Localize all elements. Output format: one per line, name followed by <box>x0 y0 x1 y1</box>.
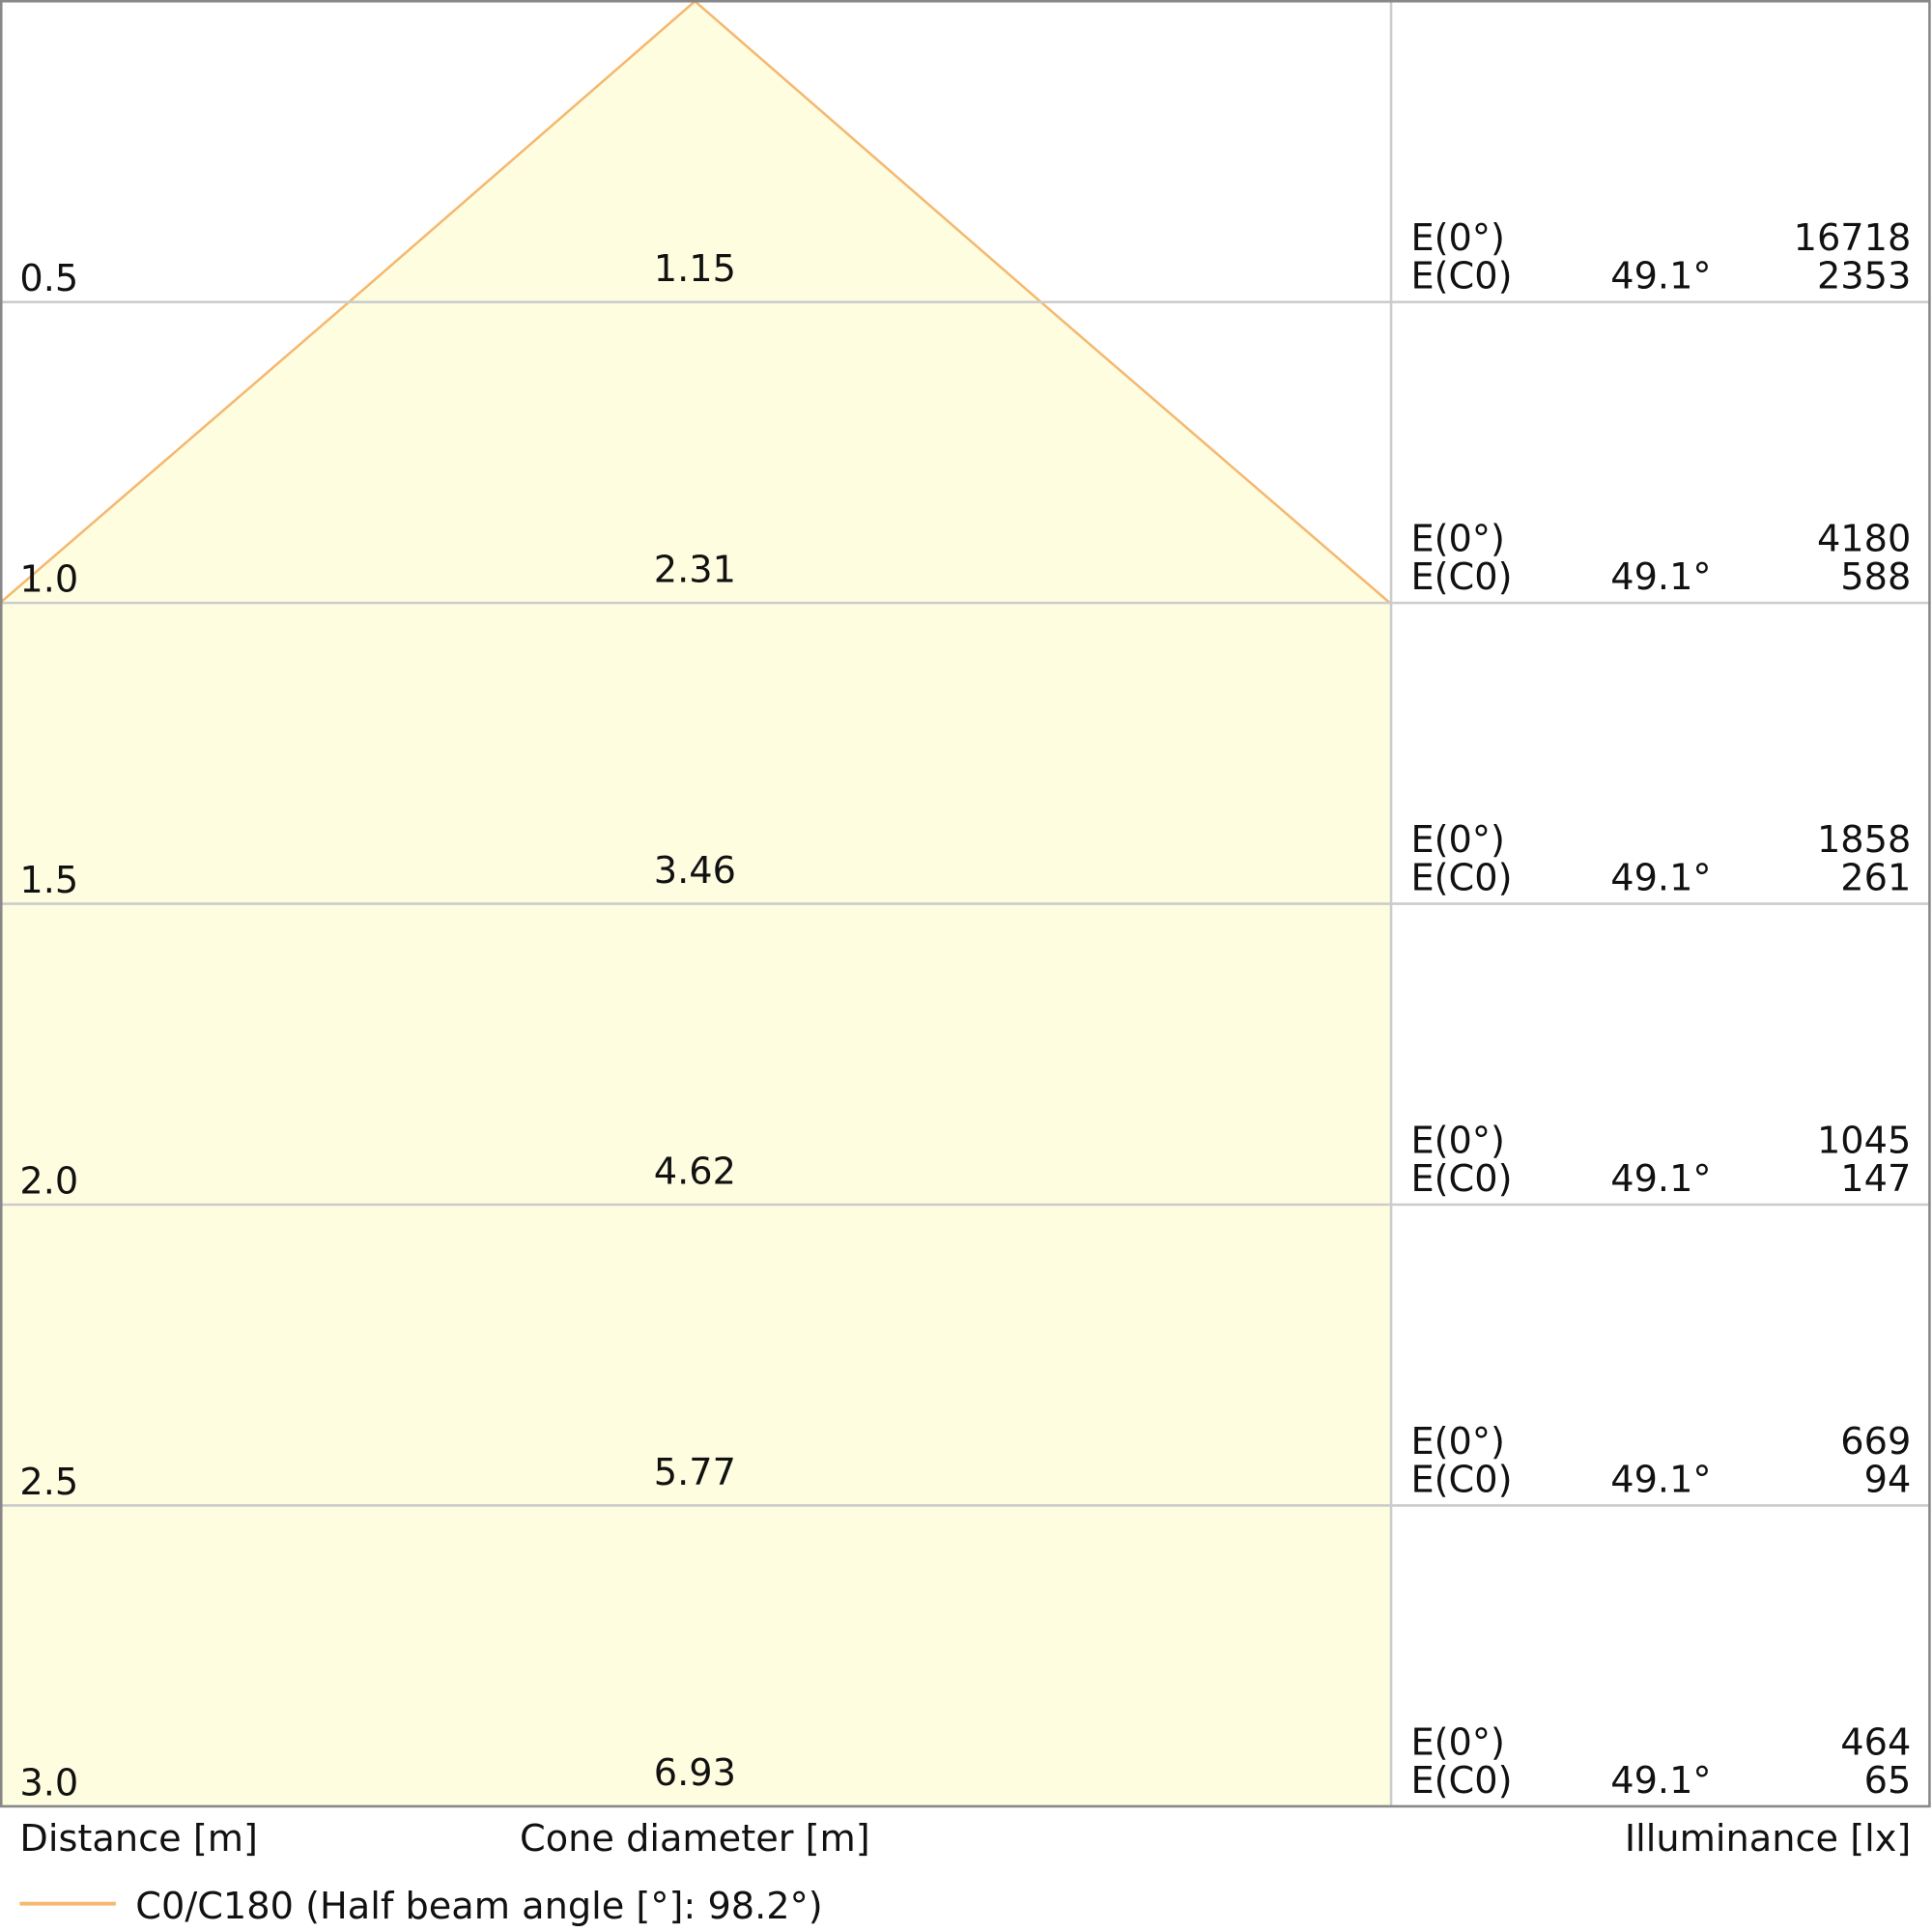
e0-value: 669 <box>1840 1420 1911 1463</box>
e0-value: 1858 <box>1817 818 1911 862</box>
angle-label: 49.1° <box>1610 857 1711 900</box>
ec0-label: E(C0) <box>1410 1157 1512 1201</box>
diameter-label: 5.77 <box>654 1451 736 1494</box>
ec0-value: 147 <box>1840 1157 1911 1201</box>
ec0-value: 65 <box>1864 1759 1912 1803</box>
e0-label: E(0°) <box>1410 518 1504 561</box>
diameter-label: 3.46 <box>654 849 736 893</box>
distance-label: 0.5 <box>19 257 78 300</box>
distance-label: 2.0 <box>19 1160 78 1204</box>
x-label: Distance [m] <box>19 1817 258 1861</box>
frame <box>0 0 1931 1808</box>
ec0-label: E(C0) <box>1410 857 1512 900</box>
grid <box>1 300 1930 1808</box>
angle-label: 49.1° <box>1610 555 1711 599</box>
ec0-label: E(C0) <box>1410 1458 1512 1501</box>
angle-label: 49.1° <box>1610 1157 1711 1201</box>
angle-label: 49.1° <box>1610 255 1711 298</box>
e0-label: E(0°) <box>1410 818 1504 862</box>
ec0-label: E(C0) <box>1410 555 1512 599</box>
angle-label: 49.1° <box>1610 1458 1711 1501</box>
distance-label: 3.0 <box>19 1761 78 1804</box>
ec0-value: 261 <box>1840 857 1911 900</box>
diameter-label: 1.15 <box>654 247 736 291</box>
center-label: Cone diameter [m] <box>520 1817 870 1861</box>
e0-value: 464 <box>1840 1720 1911 1764</box>
distance-label: 1.0 <box>19 558 78 602</box>
ec0-value: 94 <box>1864 1458 1912 1501</box>
distance-label: 1.5 <box>19 859 78 902</box>
e0-value: 16718 <box>1794 216 1912 260</box>
ec0-value: 588 <box>1840 555 1911 599</box>
angle-label: 49.1° <box>1610 1759 1711 1803</box>
e0-label: E(0°) <box>1410 1119 1504 1162</box>
distance-label: 2.5 <box>19 1461 78 1504</box>
diameter-label: 6.93 <box>654 1751 736 1795</box>
ec0-value: 2353 <box>1817 255 1911 298</box>
e0-label: E(0°) <box>1410 216 1504 260</box>
right-label: Illuminance [lx] <box>1625 1817 1911 1861</box>
ec0-label: E(C0) <box>1410 1759 1512 1803</box>
diameter-label: 4.62 <box>654 1150 736 1193</box>
ec0-label: E(C0) <box>1410 255 1512 298</box>
e0-value: 1045 <box>1817 1119 1911 1162</box>
e0-value: 4180 <box>1817 518 1911 561</box>
diameter-label: 2.31 <box>654 548 736 591</box>
e0-label: E(0°) <box>1410 1420 1504 1463</box>
e0-label: E(0°) <box>1410 1720 1504 1764</box>
legend-text: C0/C180 (Half beam angle [°]: 98.2°) <box>135 1885 822 1928</box>
